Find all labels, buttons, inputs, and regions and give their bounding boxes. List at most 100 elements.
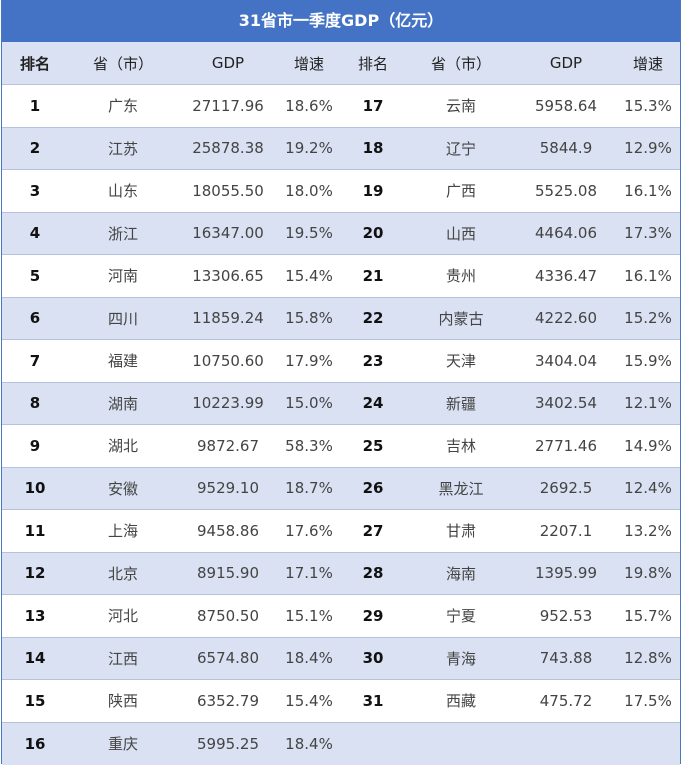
rank-cell-right: 24 — [340, 381, 406, 425]
growth-cell: 18.7% — [278, 466, 340, 510]
province-cell-right: 内蒙古 — [406, 296, 516, 340]
rank-cell-right: 31 — [340, 679, 406, 722]
growth-cell-right: 12.4% — [616, 466, 680, 510]
growth-cell-right — [616, 721, 680, 765]
province-cell-right: 辽宁 — [406, 126, 516, 170]
growth-cell: 58.3% — [278, 424, 340, 467]
header-rank-right: 排名 — [340, 42, 406, 85]
table-row: 11 上海 9458.86 17.6% 27 甘肃 2207.1 13.2% — [2, 509, 680, 552]
province-cell: 福建 — [68, 339, 178, 382]
gdp-cell: 9872.67 — [178, 424, 278, 467]
growth-cell: 15.8% — [278, 296, 340, 340]
growth-cell: 17.9% — [278, 339, 340, 382]
growth-cell-right: 15.3% — [616, 84, 680, 127]
province-cell: 上海 — [68, 509, 178, 552]
rank-cell: 7 — [2, 339, 68, 382]
rank-cell: 12 — [2, 551, 68, 595]
gdp-cell: 5995.25 — [178, 721, 278, 765]
rank-cell: 5 — [2, 254, 68, 297]
growth-cell: 15.1% — [278, 594, 340, 637]
header-rank: 排名 — [2, 42, 68, 85]
gdp-cell-right: 2207.1 — [516, 509, 616, 552]
header-gdp-right: GDP — [516, 42, 616, 85]
rank-cell: 3 — [2, 169, 68, 212]
rank-cell-right — [340, 721, 406, 765]
table-row: 15 陕西 6352.79 15.4% 31 西藏 475.72 17.5% — [2, 679, 680, 722]
header-province-right: 省（市） — [406, 42, 516, 85]
province-cell: 湖北 — [68, 424, 178, 467]
gdp-cell-right: 3402.54 — [516, 381, 616, 425]
gdp-cell-right: 5525.08 — [516, 169, 616, 212]
rank-cell-right: 25 — [340, 424, 406, 467]
growth-cell-right: 14.9% — [616, 424, 680, 467]
gdp-cell-right: 5958.64 — [516, 84, 616, 127]
rank-cell: 9 — [2, 424, 68, 467]
growth-cell: 18.4% — [278, 636, 340, 680]
table-title: 31省市一季度GDP（亿元） — [2, 0, 680, 42]
province-cell: 北京 — [68, 551, 178, 595]
growth-cell: 19.2% — [278, 126, 340, 170]
gdp-cell: 8915.90 — [178, 551, 278, 595]
gdp-cell: 13306.65 — [178, 254, 278, 297]
gdp-cell-right: 2692.5 — [516, 466, 616, 510]
growth-cell: 17.6% — [278, 509, 340, 552]
growth-cell-right: 13.2% — [616, 509, 680, 552]
rank-cell-right: 18 — [340, 126, 406, 170]
growth-cell: 15.4% — [278, 679, 340, 722]
table-row: 12 北京 8915.90 17.1% 28 海南 1395.99 19.8% — [2, 551, 680, 595]
rank-cell-right: 19 — [340, 169, 406, 212]
province-cell-right: 宁夏 — [406, 594, 516, 637]
gdp-cell-right: 4464.06 — [516, 211, 616, 255]
rank-cell: 10 — [2, 466, 68, 510]
growth-cell: 18.6% — [278, 84, 340, 127]
gdp-cell: 25878.38 — [178, 126, 278, 170]
table-row: 7 福建 10750.60 17.9% 23 天津 3404.04 15.9% — [2, 339, 680, 382]
rank-cell-right: 29 — [340, 594, 406, 637]
rank-cell: 4 — [2, 211, 68, 255]
growth-cell-right: 15.2% — [616, 296, 680, 340]
table-row: 16 重庆 5995.25 18.4% — [2, 721, 680, 765]
header-province: 省（市） — [68, 42, 178, 85]
growth-cell-right: 17.3% — [616, 211, 680, 255]
growth-cell-right: 12.9% — [616, 126, 680, 170]
growth-cell: 17.1% — [278, 551, 340, 595]
rank-cell-right: 17 — [340, 84, 406, 127]
rank-cell-right: 28 — [340, 551, 406, 595]
province-cell: 浙江 — [68, 211, 178, 255]
rank-cell: 1 — [2, 84, 68, 127]
rank-cell-right: 30 — [340, 636, 406, 680]
gdp-cell-right: 4222.60 — [516, 296, 616, 340]
table-row: 13 河北 8750.50 15.1% 29 宁夏 952.53 15.7% — [2, 594, 680, 637]
gdp-cell: 18055.50 — [178, 169, 278, 212]
gdp-cell: 9458.86 — [178, 509, 278, 552]
growth-cell-right: 12.8% — [616, 636, 680, 680]
province-cell: 陕西 — [68, 679, 178, 722]
province-cell-right: 吉林 — [406, 424, 516, 467]
growth-cell-right: 12.1% — [616, 381, 680, 425]
rank-cell: 8 — [2, 381, 68, 425]
gdp-cell-right: 3404.04 — [516, 339, 616, 382]
gdp-cell: 10750.60 — [178, 339, 278, 382]
growth-cell: 15.4% — [278, 254, 340, 297]
gdp-cell: 8750.50 — [178, 594, 278, 637]
province-cell: 湖南 — [68, 381, 178, 425]
rank-cell-right: 26 — [340, 466, 406, 510]
header-growth-right: 增速 — [616, 42, 680, 85]
growth-cell-right: 16.1% — [616, 169, 680, 212]
province-cell-right: 西藏 — [406, 679, 516, 722]
table-row: 8 湖南 10223.99 15.0% 24 新疆 3402.54 12.1% — [2, 381, 680, 425]
rank-cell: 13 — [2, 594, 68, 637]
rank-cell: 15 — [2, 679, 68, 722]
province-cell-right: 青海 — [406, 636, 516, 680]
province-cell-right: 广西 — [406, 169, 516, 212]
province-cell: 四川 — [68, 296, 178, 340]
province-cell: 江西 — [68, 636, 178, 680]
rank-cell: 11 — [2, 509, 68, 552]
province-cell-right: 云南 — [406, 84, 516, 127]
rank-cell-right: 22 — [340, 296, 406, 340]
gdp-cell-right: 2771.46 — [516, 424, 616, 467]
province-cell: 江苏 — [68, 126, 178, 170]
rank-cell-right: 23 — [340, 339, 406, 382]
growth-cell-right: 16.1% — [616, 254, 680, 297]
